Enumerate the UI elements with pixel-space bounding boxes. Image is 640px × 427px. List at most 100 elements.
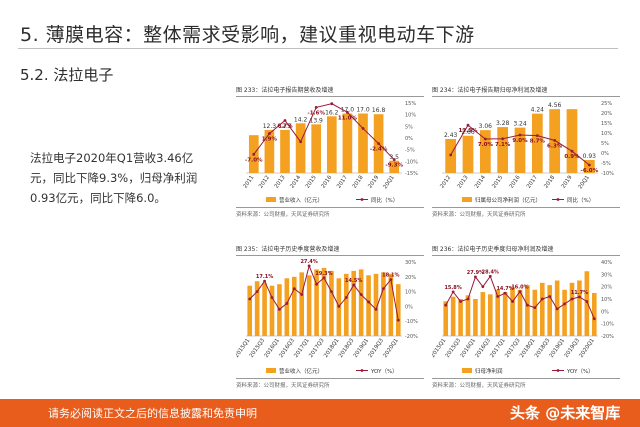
- title-divider: [18, 48, 618, 49]
- bar: [358, 113, 368, 173]
- yoy-point: [252, 152, 256, 156]
- pct-label: 27.4%: [300, 259, 317, 265]
- yoy-point: [570, 297, 574, 301]
- x-tick-label: 2019: [561, 174, 574, 189]
- bar: [314, 269, 319, 336]
- yoy-point: [292, 287, 296, 291]
- pct-label: 27.9%: [467, 270, 484, 276]
- chart-svg: 40% 30% 20% 10% 0% -10% -20% 15.8% 27.9%28.4% 14.…: [432, 260, 614, 375]
- bar: [295, 123, 306, 173]
- bar: [381, 272, 386, 336]
- chart-title: 图 233：法拉电子报告期营收及增速: [236, 86, 424, 97]
- y2-tick-label: 10%: [405, 113, 416, 119]
- yoy-point: [392, 158, 396, 162]
- pct-label: 13.9%: [458, 128, 478, 134]
- legend-bar-label: 营业收入（亿元）: [279, 196, 323, 204]
- pct-label: 8.7%: [530, 139, 546, 145]
- chart-title: 图 235：法拉电子历史季度营收及增速: [236, 245, 424, 256]
- legend-line-label: YOY（%）: [566, 368, 594, 375]
- yoy-point: [511, 300, 514, 303]
- pct-label: 6.3%: [547, 143, 563, 149]
- pct-label: 6.7%: [277, 124, 293, 130]
- x-tick-label: 20Q1: [578, 175, 591, 191]
- y2-tick-label: -20%: [601, 334, 614, 340]
- yoy-point: [396, 318, 400, 322]
- x-tick-label: 2012: [258, 175, 271, 190]
- y2-tick-label: 0%: [601, 151, 609, 157]
- y2-tick-label: 0%: [601, 309, 609, 315]
- yoy-point: [299, 140, 302, 144]
- bar: [566, 109, 578, 173]
- yoy-point: [451, 290, 455, 294]
- bar: [329, 270, 334, 336]
- chart-svg: 25% 20% 15% 10% 5% 0% -5% -10% 2.43 2.66 3.06 3.28 3…: [439, 101, 614, 204]
- bar: [358, 269, 364, 336]
- yoy-point: [548, 295, 552, 298]
- x-tick-label: 2011: [242, 175, 255, 190]
- bar: [299, 272, 305, 336]
- bar: [583, 159, 595, 173]
- x-tick-label: 20Q1: [382, 175, 395, 191]
- bar: [373, 273, 379, 336]
- yoy-point: [330, 290, 333, 293]
- bar: [479, 130, 491, 173]
- x-tick-label: 2015: [305, 174, 318, 189]
- bar: [465, 295, 471, 336]
- pct-label: 16.0%: [511, 285, 528, 291]
- y2-tick-label: 0%: [405, 136, 413, 142]
- bar-value-label: 14.2: [294, 116, 308, 123]
- legend-line-marker: [556, 369, 560, 372]
- bar: [351, 270, 357, 336]
- pct-label: 7.0%: [478, 142, 494, 148]
- pct-label: 9.0%: [512, 138, 528, 144]
- legend-line-marker: [360, 369, 364, 372]
- x-tick-label: 2014: [289, 174, 302, 189]
- bar: [389, 160, 400, 173]
- bar-value-label: 17.0: [341, 107, 355, 114]
- pct-label: 15.8%: [444, 285, 461, 291]
- y2-tick-label: 10%: [601, 131, 612, 137]
- bar: [517, 289, 523, 336]
- bar: [562, 289, 567, 336]
- chart-source: 资料来源：公司财报，天风证券研究所: [432, 207, 620, 218]
- yoy-point: [526, 303, 529, 307]
- yoy-point: [330, 102, 334, 106]
- chart-svg: 15%10%5%0%-5%-10%-15%12.3 12.314.2 13.916.…: [242, 101, 418, 204]
- y2-tick-label: 5%: [405, 124, 413, 130]
- pct-label: 7.1%: [495, 142, 511, 148]
- bar-value-label: 0.93: [583, 153, 597, 160]
- legend-bar-swatch: [462, 197, 472, 202]
- legend-line-marker: [360, 198, 364, 201]
- yoy-point: [459, 300, 462, 303]
- yoy-point: [314, 106, 318, 109]
- x-tick-label: 2018: [543, 174, 556, 189]
- y2-tick-label: 0%: [405, 304, 413, 310]
- pct-label: 1.9%: [262, 137, 278, 143]
- y2-tick-label: 20%: [601, 111, 612, 117]
- bar-value-label: 3.06: [479, 123, 493, 130]
- watermark-text: 头条 @未来智库: [510, 404, 621, 422]
- bar: [247, 285, 253, 336]
- yoy-line: [253, 103, 395, 161]
- x-tick-label: 2017: [526, 174, 539, 189]
- disclaimer-text: 请务必阅读正文之后的信息披露和免责申明: [48, 407, 257, 420]
- watermark: 头条 @未来智库: [510, 402, 620, 423]
- bar-value-label: 12.3: [278, 123, 292, 130]
- yoy-point: [344, 296, 348, 299]
- bar-value-label: 16.8: [372, 107, 386, 114]
- y2-tick-label: 10%: [601, 297, 612, 303]
- bar: [321, 267, 327, 336]
- bar: [480, 292, 486, 336]
- bar: [487, 294, 493, 336]
- bar-value-label: 3.24: [513, 121, 527, 128]
- yoy-point: [563, 302, 566, 306]
- x-tick-label: 2020Q1: [382, 338, 399, 359]
- legend-bar-swatch: [266, 197, 276, 202]
- yoy-point: [553, 139, 557, 142]
- yoy-point: [533, 306, 537, 310]
- pct-label: -1.6%: [307, 110, 325, 116]
- bar-value-label: 2.66: [461, 129, 475, 136]
- yoy-point: [466, 123, 470, 127]
- bar: [443, 301, 449, 336]
- legend-bar-label: 归母净利润: [475, 367, 503, 375]
